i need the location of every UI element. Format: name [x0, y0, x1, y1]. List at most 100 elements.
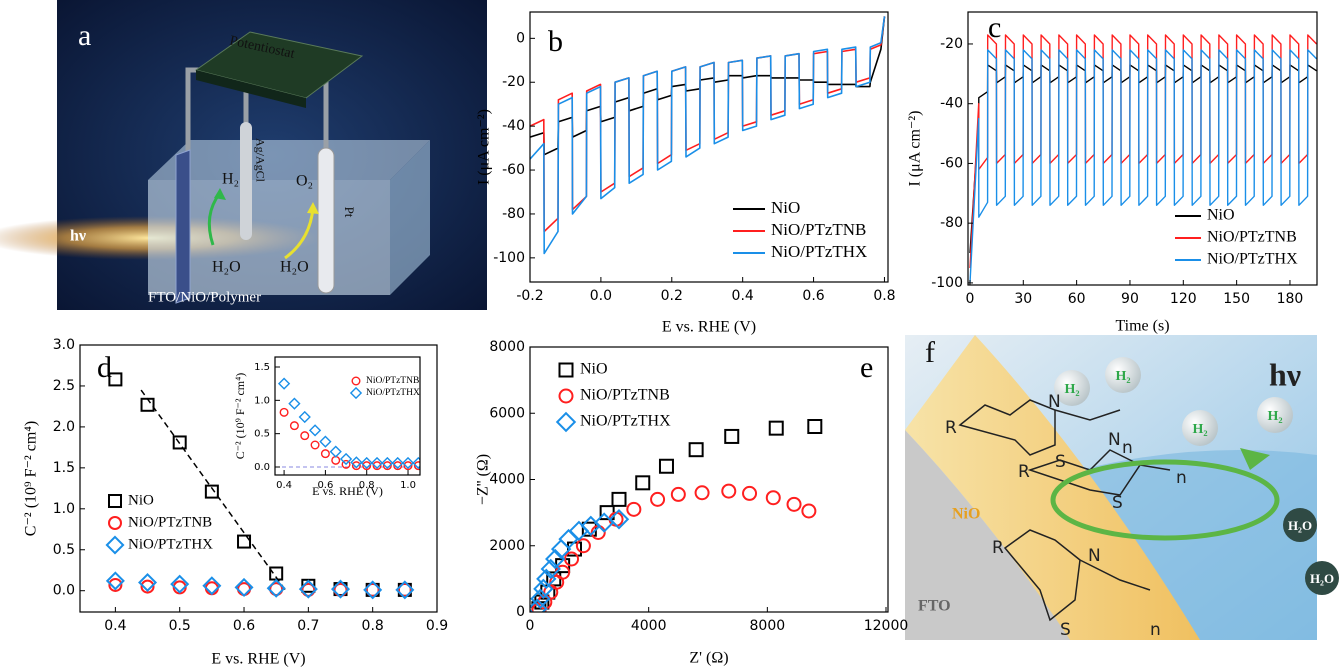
o2-label: O₂ [296, 173, 313, 190]
panel-label: b [548, 25, 563, 58]
structure-label: N [1108, 430, 1121, 450]
water-label: H₂O [280, 259, 309, 276]
legend-label: NiO/PTzTHX [580, 413, 671, 430]
y-tick-label: 2.5 [53, 378, 75, 394]
y-axis-label: I (μA cm⁻²) [907, 110, 924, 186]
hydrogen-label: H₂ [1192, 422, 1207, 437]
x-tick-label: 1.0 [400, 480, 416, 491]
x-axis-label: E vs. RHE (V) [211, 651, 305, 667]
light-label: hν [1269, 356, 1301, 392]
h2-label: H₂ [222, 171, 239, 188]
legend-label: NiO/PTzTNB [1207, 229, 1297, 246]
structure-label: n [1122, 438, 1133, 458]
x-tick-label: 12000 [864, 618, 909, 634]
structure-label: S [1055, 452, 1066, 472]
legend-label: NiO/PTzTHX [771, 242, 867, 261]
x-tick-label: 120 [1170, 291, 1197, 307]
y-tick-label: -80 [940, 215, 963, 231]
x-tick-label: 0 [965, 291, 974, 307]
legend-label: NiO/PTzTNB [580, 387, 670, 404]
legend-label: NiO [771, 198, 800, 217]
fto-label: FTO [918, 598, 951, 615]
y-tick-label: 0.5 [254, 429, 270, 440]
y-tick-label: 3.0 [53, 337, 75, 353]
y-tick-label: 0 [516, 604, 525, 620]
panel-label: c [988, 11, 1001, 44]
y-tick-label: -80 [502, 206, 525, 222]
x-tick-label: 0.4 [104, 618, 126, 634]
y-tick-label: 1.0 [254, 395, 270, 406]
legend-label: NiO/PTzTHX [1207, 251, 1298, 268]
structure-label: R [1018, 462, 1030, 482]
legend-label: NiO [128, 492, 154, 508]
x-tick-label: 0.4 [276, 480, 292, 491]
y-tick-label: 4000 [489, 472, 525, 488]
structure-label: R [945, 418, 957, 438]
x-tick-label: 60 [1068, 291, 1086, 307]
x-axis-label: E vs. RHE (V) [662, 319, 756, 336]
legend-label: NiO/PTzTNB [128, 514, 212, 530]
y-axis-label: I (μA cm⁻²) [476, 109, 493, 185]
hydrogen-label: H₂ [1064, 382, 1079, 397]
y-tick-label: -100 [931, 275, 963, 291]
y-tick-label: -40 [940, 96, 963, 112]
y-tick-label: 1.0 [53, 501, 75, 517]
y-tick-label: 8000 [489, 339, 525, 355]
y-tick-label: -60 [502, 162, 525, 178]
x-tick-label: 0.8 [873, 288, 895, 304]
x-tick-label: 0.9 [426, 618, 448, 634]
x-tick-label: 150 [1223, 291, 1250, 307]
legend-label: NiO/PTzTNB [366, 376, 419, 386]
panel-f: f hν H₂ H₂ H₂ H₂ H₂O H₂O NiO FTO R N S n… [905, 335, 1339, 640]
photocathode [176, 150, 190, 303]
y-tick-label: -40 [502, 118, 525, 134]
legend-label: NiO [580, 361, 608, 378]
x-axis-label: Time (s) [1115, 318, 1169, 335]
structure-label: R [992, 538, 1004, 558]
water-label: H₂O [1288, 518, 1312, 533]
structure-label: n [1176, 468, 1187, 488]
x-tick-label: 0.8 [362, 618, 384, 634]
hydrogen-label: H₂ [1267, 409, 1282, 424]
reference-electrode [240, 122, 252, 240]
legend-label: NiO/PTzTHX [366, 388, 420, 398]
x-tick-label: 90 [1121, 291, 1139, 307]
x-axis-label: Z' (Ω) [689, 650, 728, 667]
electrode-label: FTO/NiO/Polymer [148, 289, 261, 305]
y-tick-label: -60 [940, 155, 963, 171]
y-axis-label: C⁻² (10⁹ F⁻² cm⁴) [23, 421, 40, 536]
x-tick-label: 0.2 [661, 288, 683, 304]
y-tick-label: 1.5 [53, 460, 75, 476]
counter-label: Pt [342, 207, 357, 218]
nio-label: NiO [952, 506, 980, 523]
x-tick-label: 0.7 [297, 618, 319, 634]
legend-label: NiO/PTzTHX [128, 536, 213, 552]
y-tick-label: -20 [940, 36, 963, 52]
x-tick-label: 0 [526, 618, 535, 634]
y-tick-label: 0.0 [53, 583, 75, 599]
x-axis-label: E vs. RHE (V) [312, 484, 383, 498]
structure-label: n [1150, 620, 1161, 640]
panel-label: f [925, 336, 935, 369]
panel-label: e [860, 351, 873, 384]
legend-label: NiO [1207, 207, 1235, 224]
x-tick-label: 0.5 [169, 618, 191, 634]
structure-label: S [1112, 493, 1123, 513]
structure-label: N [1048, 392, 1061, 412]
y-axis-label: −Z'' (Ω) [475, 454, 492, 505]
legend-label: NiO/PTzTNB [771, 220, 866, 239]
x-tick-label: 0.6 [802, 288, 824, 304]
structure-label: S [1060, 620, 1071, 640]
y-tick-label: 1.5 [254, 362, 270, 373]
water-label: H₂O [212, 259, 241, 276]
x-tick-label: 0.4 [732, 288, 754, 304]
x-tick-label: 180 [1277, 291, 1304, 307]
water-label: H₂O [1310, 571, 1334, 586]
x-tick-label: 30 [1014, 291, 1032, 307]
light-label: hν [70, 228, 86, 245]
x-tick-label: -0.2 [516, 288, 543, 304]
y-tick-label: -100 [493, 250, 525, 266]
x-tick-label: 8000 [750, 618, 786, 634]
y-tick-label: 6000 [489, 405, 525, 421]
structure-label: N [1088, 546, 1101, 566]
